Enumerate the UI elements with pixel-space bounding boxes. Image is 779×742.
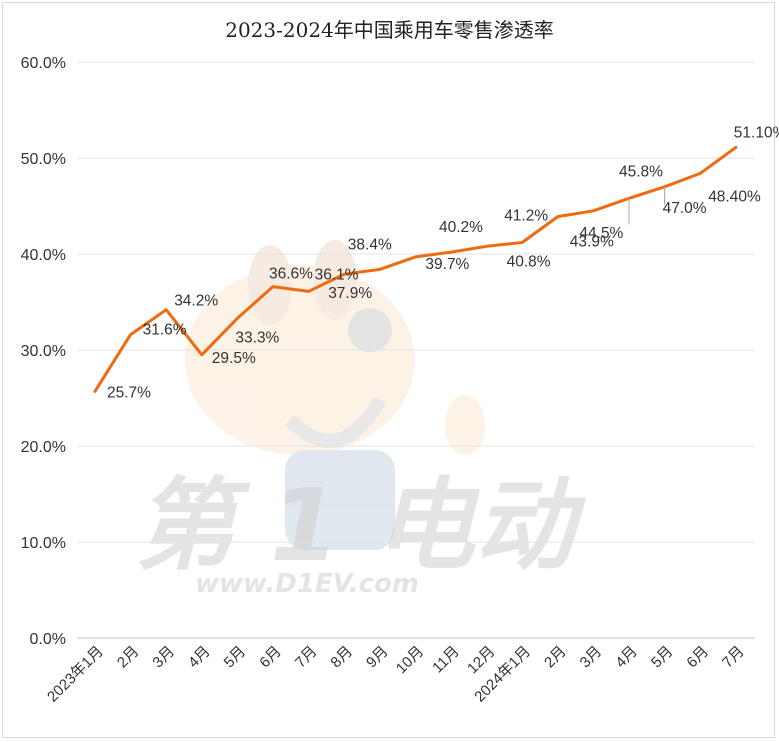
gridlines	[77, 61, 755, 639]
x-tick-label: 4月	[612, 643, 641, 672]
data-label: 48.40%	[708, 188, 761, 205]
y-axis-ticks: 0.0% 10.0% 20.0% 30.0% 40.0% 50.0% 60.0%	[21, 55, 66, 648]
data-label: 51.10%	[734, 124, 779, 141]
x-tick-label: 11月	[429, 643, 463, 677]
data-label: 41.2%	[504, 207, 548, 224]
data-labels: 25.7% 31.6% 34.2% 29.5% 33.3% 36.6% 36.1% 37.9%…	[107, 124, 779, 401]
data-label: 39.7%	[425, 256, 469, 273]
x-tick-label: 3月	[577, 643, 606, 672]
y-tick-label: 20.0%	[21, 439, 66, 456]
y-tick-label: 50.0%	[21, 151, 66, 168]
data-label: 31.6%	[143, 322, 187, 339]
data-label: 44.5%	[579, 225, 623, 242]
x-tick-label: 6月	[256, 643, 285, 672]
data-label: 43.9%	[570, 234, 614, 251]
url-watermark-text: www.D1EV.com	[195, 569, 419, 599]
brand-watermark: 第 1 电动 www.D1EV.com	[135, 467, 586, 599]
data-label: 33.3%	[235, 329, 279, 346]
series-line	[93, 145, 738, 393]
y-tick-label: 30.0%	[21, 343, 66, 360]
brand-watermark-text: 第 1 电动	[135, 467, 586, 584]
x-tick-label: 7月	[292, 643, 321, 672]
data-label: 36.1%	[315, 266, 359, 283]
data-label: 29.5%	[212, 350, 256, 367]
x-tick-label: 9月	[363, 643, 392, 672]
x-tick-label: 8月	[328, 643, 357, 672]
x-tick-label: 4月	[185, 643, 214, 672]
y-tick-label: 40.0%	[21, 247, 66, 264]
data-label: 47.0%	[663, 200, 707, 217]
y-tick-label: 60.0%	[21, 55, 66, 72]
x-tick-label: 2月	[541, 643, 570, 672]
data-label: 40.2%	[439, 219, 483, 236]
x-tick-label: 7月	[719, 643, 748, 672]
y-tick-label: 0.0%	[30, 631, 66, 648]
data-label: 45.8%	[619, 163, 663, 180]
x-tick-label: 6月	[684, 643, 713, 672]
data-label: 40.8%	[507, 253, 551, 270]
data-label: 37.9%	[328, 285, 372, 302]
series-path	[93, 145, 738, 393]
x-tick-label: 10月	[393, 643, 427, 677]
x-tick-label: 5月	[648, 643, 677, 672]
y-tick-label: 10.0%	[21, 535, 66, 552]
data-label: 34.2%	[174, 293, 218, 310]
x-tick-label: 2023年1月	[44, 643, 107, 706]
chart-title: 2023-2024年中国乘用车零售渗透率	[225, 18, 554, 42]
data-label: 38.4%	[348, 236, 392, 253]
x-tick-label: 3月	[150, 643, 179, 672]
data-label: 25.7%	[107, 384, 151, 401]
mascot-watermark	[185, 240, 485, 550]
x-tick-label: 2月	[114, 643, 143, 672]
x-tick-label: 5月	[221, 643, 250, 672]
data-label: 36.6%	[269, 266, 313, 283]
